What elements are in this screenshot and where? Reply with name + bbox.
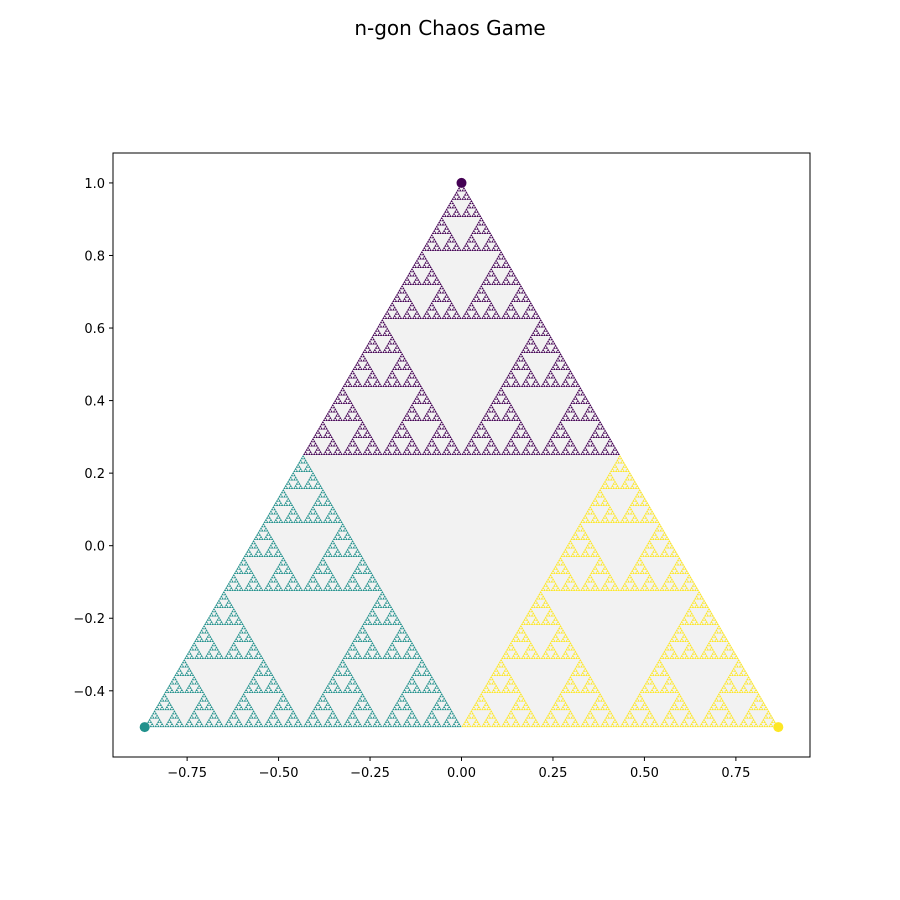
fractal-region-3	[461, 455, 779, 728]
x-tick-label: −0.50	[259, 766, 299, 781]
x-tick-label: 0.25	[538, 766, 567, 781]
y-tick-label: 0.6	[84, 322, 105, 337]
y-tick-label: 0.8	[84, 249, 105, 264]
x-tick-label: −0.75	[167, 766, 207, 781]
y-tick-label: 0.0	[84, 540, 105, 555]
x-tick-label: 0.50	[630, 766, 659, 781]
y-tick-label: −0.4	[73, 685, 105, 700]
vertex-marker-1	[456, 177, 467, 188]
x-axis: −0.75 −0.50 −0.25 0.00 0.25 0.50 0.75	[167, 757, 750, 781]
y-tick-label: 0.2	[84, 467, 105, 482]
x-tick-label: 0.75	[721, 766, 750, 781]
fractal-region-2	[144, 455, 462, 728]
y-axis: −0.4 −0.2 0.0 0.2 0.4 0.6 0.8 1.0	[73, 177, 113, 700]
x-tick-label: −0.25	[350, 766, 390, 781]
y-tick-label: −0.2	[73, 612, 105, 627]
chart-title: n-gon Chaos Game	[354, 16, 545, 40]
y-tick-label: 0.4	[84, 395, 105, 410]
sierpinski-fractal	[144, 182, 779, 728]
vertex-marker-2	[139, 722, 150, 733]
vertex-markers	[139, 177, 784, 733]
vertex-marker-3	[773, 722, 784, 733]
fractal-region-1	[303, 182, 620, 455]
y-tick-label: 1.0	[84, 177, 105, 192]
x-tick-label: 0.00	[447, 766, 476, 781]
